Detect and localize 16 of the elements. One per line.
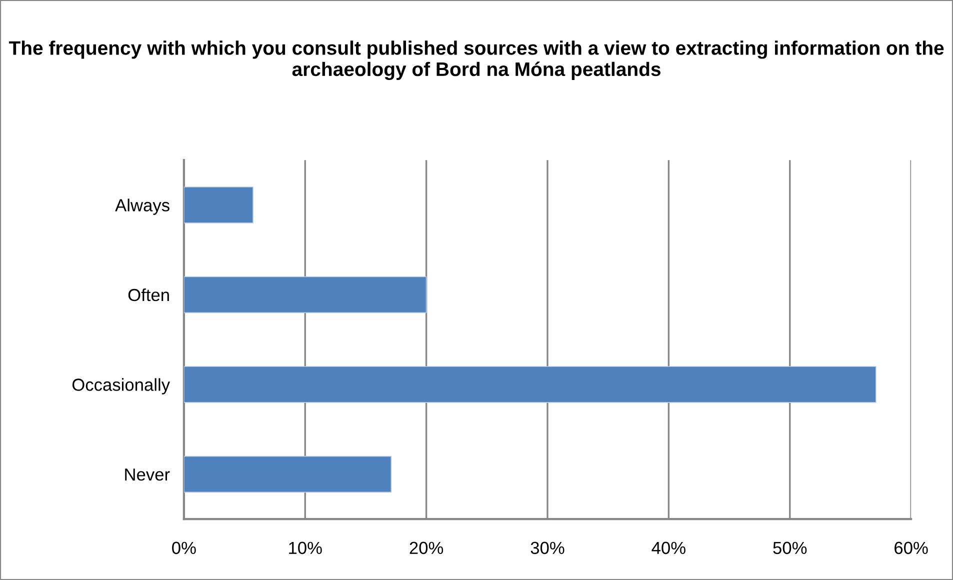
x-tick-label: 50%	[773, 542, 807, 554]
x-tick-label: 20%	[410, 542, 444, 554]
y-tick-label: Always	[115, 198, 170, 215]
chart-title: The frequency with which you consult published sources with a view to extracting information on the archaeology of Bord na Móna peatlands	[8, 40, 944, 80]
x-tick-label: 10%	[289, 542, 322, 554]
y-tick-label: Occasionally	[72, 378, 170, 394]
bar	[184, 276, 427, 314]
y-tick-label: Often	[128, 288, 169, 302]
bar	[184, 186, 254, 224]
x-tick-label: 0%	[172, 542, 196, 554]
x-tick-label: 40%	[652, 542, 686, 554]
bar	[184, 366, 876, 403]
x-tick-label: 60%	[894, 542, 928, 554]
bar	[184, 456, 392, 493]
x-tick-label: 30%	[530, 542, 564, 554]
y-tick-label: Never	[125, 468, 170, 481]
